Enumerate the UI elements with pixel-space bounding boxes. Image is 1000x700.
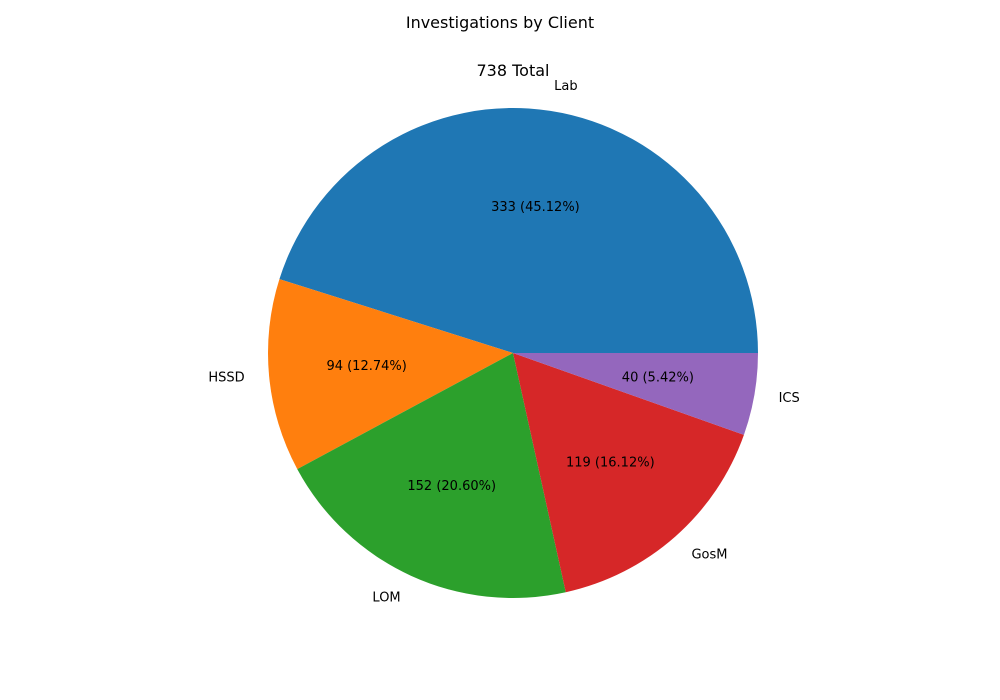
chart-suptitle: Investigations by Client — [406, 13, 594, 32]
pie-slice-lom — [297, 353, 566, 598]
pie-labels: Lab 333 (45.12%) HSSD 94 (12.74%) LOM 152 (20… — [208, 79, 799, 605]
slice-label-gosm: GosM — [691, 547, 727, 562]
slice-value-label-gosm: 119 (16.12%) — [566, 456, 655, 471]
pie-slice-hssd — [268, 279, 513, 470]
slice-label-ics: ICS — [779, 391, 800, 406]
pie-slices — [268, 108, 758, 598]
slice-value-label-lom: 152 (20.60%) — [407, 479, 496, 494]
pie-slice-ics — [513, 353, 758, 435]
slice-value-label-lab: 333 (45.12%) — [491, 200, 580, 215]
slice-value-label-hssd: 94 (12.74%) — [326, 359, 406, 374]
slice-value-label-ics: 40 (5.42%) — [622, 370, 694, 385]
slice-label-lab: Lab — [554, 79, 577, 94]
slice-label-hssd: HSSD — [208, 371, 244, 386]
pie-slice-gosm — [513, 353, 744, 593]
pie-slice-lab — [279, 108, 758, 354]
slice-label-lom: LOM — [372, 590, 400, 605]
chart-title: 738 Total — [477, 61, 550, 80]
